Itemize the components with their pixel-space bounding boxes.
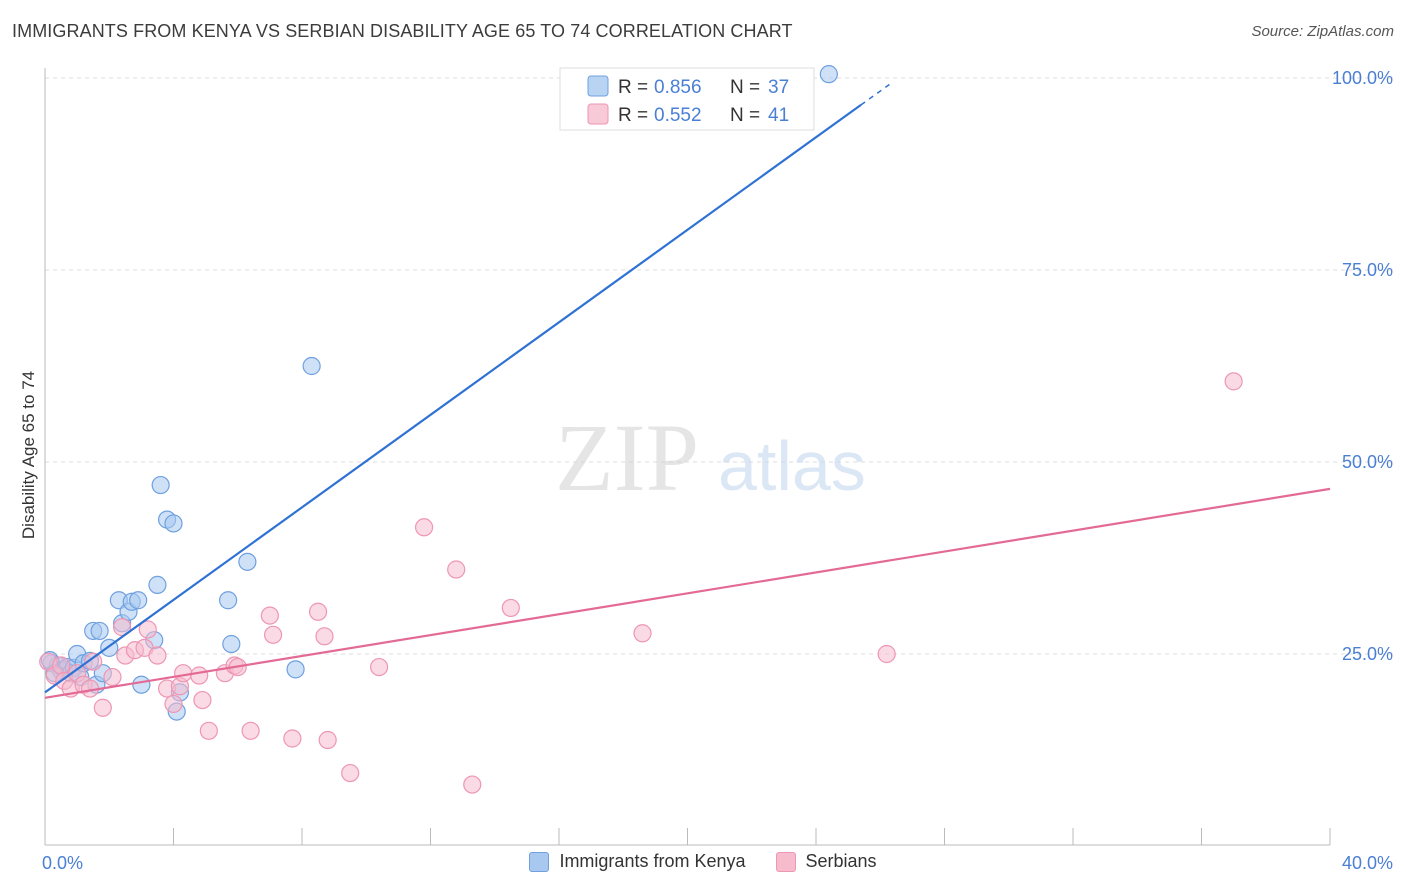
point-pink-31 — [308, 602, 328, 621]
point-pink-29 — [263, 625, 283, 644]
stats-n-label-pink: N = — [730, 105, 760, 126]
legend-swatch-serbians — [775, 851, 796, 872]
point-blue-24 — [151, 475, 170, 495]
stats-r-label-pink: R = — [618, 105, 648, 126]
point-blue-34 — [819, 65, 838, 84]
point-pink-28 — [260, 606, 279, 625]
point-pink-30 — [283, 729, 302, 748]
point-pink-20 — [174, 664, 193, 683]
point-blue-30 — [222, 634, 241, 654]
x-tick-label-1: 40.0% — [1342, 853, 1393, 873]
y-tick-label-0: 25.0% — [1342, 644, 1393, 664]
point-pink-40 — [633, 624, 652, 643]
trend-line-pink — [44, 487, 1331, 699]
point-pink-21 — [190, 666, 209, 685]
y-axis-title: Disability Age 65 to 74 — [19, 371, 38, 539]
stats-n-value-blue: 37 — [768, 77, 789, 98]
y-tick-label-1: 50.0% — [1342, 452, 1393, 472]
chart-title: IMMIGRANTS FROM KENYA VS SERBIAN DISABIL… — [12, 21, 793, 41]
point-pink-39 — [501, 598, 520, 618]
point-pink-27 — [241, 721, 260, 740]
point-pink-18 — [164, 694, 183, 714]
stats-r-value-pink: 0.552 — [654, 105, 702, 126]
stats-n-label-blue: N = — [730, 77, 760, 98]
point-pink-37 — [447, 560, 466, 579]
legend-label-serbians: Serbians — [805, 851, 877, 871]
legend-swatch-kenya — [529, 851, 550, 872]
bottom-legend: Immigrants from Kenya Serbians — [0, 851, 1406, 872]
point-pink-34 — [341, 763, 360, 783]
y-tick-label-2: 75.0% — [1342, 260, 1393, 280]
stats-r-value-blue: 0.856 — [654, 77, 702, 98]
point-blue-20 — [129, 591, 148, 610]
point-blue-31 — [238, 552, 257, 571]
point-pink-9 — [93, 698, 112, 717]
point-pink-10 — [103, 667, 122, 687]
point-pink-41 — [877, 644, 896, 664]
trend-line-blue — [44, 103, 862, 694]
point-pink-33 — [318, 730, 337, 750]
legend-label-kenya: Immigrants from Kenya — [559, 851, 746, 871]
trend-line-dashed-blue — [860, 81, 894, 106]
point-pink-32 — [315, 627, 334, 646]
point-pink-22 — [193, 690, 212, 710]
legend-item-serbians[interactable]: Serbians — [775, 851, 877, 872]
point-blue-23 — [148, 575, 167, 594]
point-pink-36 — [414, 518, 434, 537]
watermark-zip: ZIP — [555, 404, 699, 511]
x-tick-label-0: 0.0% — [42, 853, 83, 873]
stats-n-value-pink: 41 — [768, 105, 789, 126]
point-pink-38 — [463, 775, 482, 794]
point-pink-35 — [370, 657, 389, 677]
point-blue-21 — [132, 675, 151, 694]
point-pink-16 — [148, 646, 167, 665]
point-blue-13 — [90, 621, 109, 641]
point-pink-23 — [199, 721, 218, 740]
point-blue-33 — [286, 660, 305, 679]
stats-r-label-blue: R = — [618, 77, 648, 98]
point-pink-15 — [138, 620, 157, 639]
point-pink-2 — [51, 656, 71, 675]
point-blue-32 — [302, 356, 321, 376]
stats-swatch-blue — [587, 75, 609, 97]
legend-item-kenya[interactable]: Immigrants from Kenya — [529, 851, 746, 872]
watermark-atlas: atlas — [718, 427, 866, 505]
point-blue-29 — [219, 591, 238, 610]
point-pink-42 — [1224, 372, 1243, 391]
chart-source: Source: ZipAtlas.com — [1251, 23, 1394, 40]
point-pink-8 — [84, 652, 103, 671]
y-tick-label-3: 100.0% — [1332, 68, 1393, 88]
stats-swatch-pink — [587, 103, 609, 125]
point-blue-26 — [164, 514, 183, 533]
